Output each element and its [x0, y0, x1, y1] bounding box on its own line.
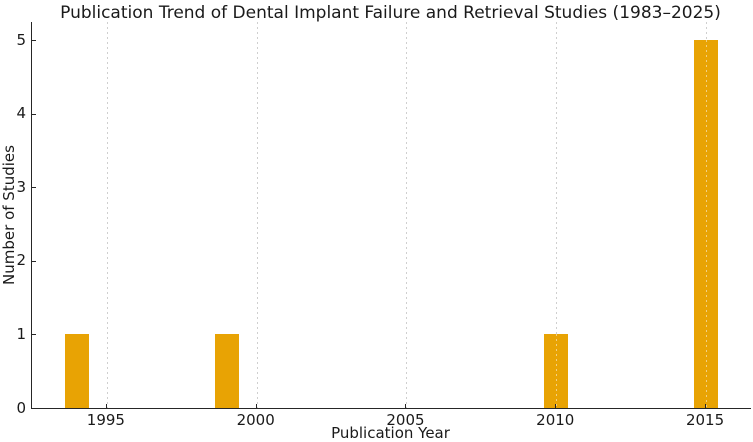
y-tick-label: 5: [16, 30, 26, 49]
gridline-over-bar: [706, 40, 708, 408]
y-tick-mark: [32, 408, 36, 409]
x-tick-label: 2005: [386, 411, 425, 429]
x-tick-label: 1995: [86, 411, 125, 429]
bar-2010: [544, 334, 569, 408]
x-tick-label: 2000: [236, 411, 275, 429]
y-tick-mark: [32, 113, 36, 115]
y-tick-label: 4: [16, 104, 26, 123]
gridline-over-bar: [556, 334, 558, 408]
plot-area: [31, 22, 751, 409]
x-tick-mark: [705, 404, 707, 408]
x-tick-label: 2015: [685, 411, 725, 429]
y-tick-mark: [32, 334, 36, 336]
y-tick-label: 2: [16, 251, 26, 270]
vertical-gridline: [406, 22, 408, 408]
y-axis-label: Number of Studies: [0, 145, 18, 285]
y-tick-label: 3: [16, 177, 26, 196]
bar-1999: [214, 334, 239, 408]
bar-2015: [694, 40, 719, 408]
x-tick-mark: [405, 404, 407, 408]
x-tick-mark: [555, 404, 557, 408]
y-tick-label: 0: [16, 398, 26, 417]
y-tick-mark: [32, 187, 36, 189]
vertical-gridline: [106, 22, 108, 408]
y-tick-mark: [32, 260, 36, 262]
bar-1994: [64, 334, 89, 408]
x-tick-mark: [105, 404, 107, 408]
x-tick-mark: [255, 404, 257, 408]
y-tick-label: 1: [16, 324, 26, 343]
chart-title: Publication Trend of Dental Implant Fail…: [60, 3, 721, 23]
vertical-gridline: [556, 22, 558, 408]
x-axis-label: Publication Year: [331, 424, 450, 442]
y-tick-mark: [32, 40, 36, 42]
vertical-gridline: [256, 22, 258, 408]
x-tick-label: 2010: [536, 411, 575, 429]
